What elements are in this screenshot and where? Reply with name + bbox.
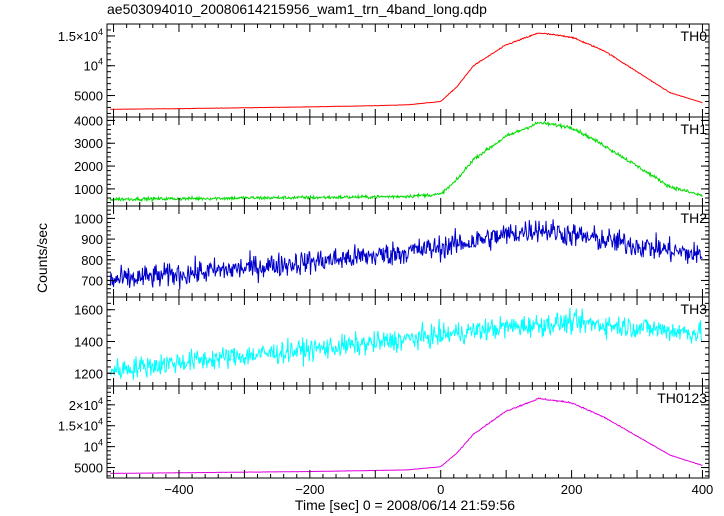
series-line-th2 xyxy=(109,219,703,290)
y-tick-label: 1600 xyxy=(74,303,103,318)
panel-frame xyxy=(106,23,710,118)
y-tick-label: 900 xyxy=(81,232,103,247)
panel-label-th2: TH2 xyxy=(681,210,708,226)
y-tick-label: 1400 xyxy=(74,335,103,350)
panel-label-th3: TH3 xyxy=(681,301,708,317)
x-tick-label: −200 xyxy=(295,482,324,497)
y-tick-label: 2000 xyxy=(74,159,103,174)
y-tick-label: 5000 xyxy=(74,89,103,104)
panel-th0: 5000 104 1.5×104 TH0 xyxy=(58,23,710,118)
panel-th2: 700 800 900 1000 TH2 xyxy=(74,205,710,298)
y-tick-label: 1000 xyxy=(74,211,103,226)
series-line-th0123 xyxy=(110,397,703,474)
panel-frame xyxy=(106,385,710,479)
y-tick-label: 1200 xyxy=(74,366,103,381)
panels-group: 5000 104 1.5×104 TH0 1000 2000 3000 4000 TH1 700 8… xyxy=(58,23,710,479)
series-line-th3 xyxy=(109,307,703,380)
series-line-th0 xyxy=(110,32,703,110)
y-tick-label: 104 xyxy=(84,438,103,455)
y-axis-title: Counts/sec xyxy=(34,223,50,293)
y-tick-label: 1.5×104 xyxy=(58,27,103,44)
y-tick-label: 700 xyxy=(81,273,103,288)
y-tick-label: 5000 xyxy=(74,461,103,476)
y-tick-label: 1000 xyxy=(74,182,103,197)
panel-label-th1: TH1 xyxy=(681,121,708,137)
y-tick-label: 800 xyxy=(81,253,103,268)
x-tick-label: 0 xyxy=(437,482,444,497)
chart-title: ae503094010_20080614215956_wam1_trn_4ban… xyxy=(107,1,487,17)
panel-label-th0123: TH0123 xyxy=(657,390,707,406)
y-tick-label: 3000 xyxy=(74,136,103,151)
x-axis: −400 −200 0 200 400 xyxy=(164,482,713,497)
y-tick-label: 1.5×104 xyxy=(58,417,103,434)
y-tick-label: 2×104 xyxy=(69,396,103,413)
series-line-th1 xyxy=(109,121,703,203)
panel-label-th0: TH0 xyxy=(681,28,708,44)
x-tick-label: 200 xyxy=(561,482,583,497)
y-tick-label: 4000 xyxy=(74,113,103,128)
y-tick-label: 104 xyxy=(84,57,103,74)
panel-th1: 1000 2000 3000 4000 TH1 xyxy=(74,113,710,207)
panel-th0123: 5000 104 1.5×104 2×104 TH0123 xyxy=(58,385,710,479)
panel-th3: 1200 1400 1600 TH3 xyxy=(74,296,710,387)
panel-frame xyxy=(106,116,710,207)
panel-frame xyxy=(106,205,710,298)
x-tick-label: 400 xyxy=(692,482,714,497)
panel-frame xyxy=(106,296,710,387)
x-tick-label: −400 xyxy=(164,482,193,497)
x-axis-title: Time [sec] 0 = 2008/06/14 21:59:56 xyxy=(295,497,515,513)
